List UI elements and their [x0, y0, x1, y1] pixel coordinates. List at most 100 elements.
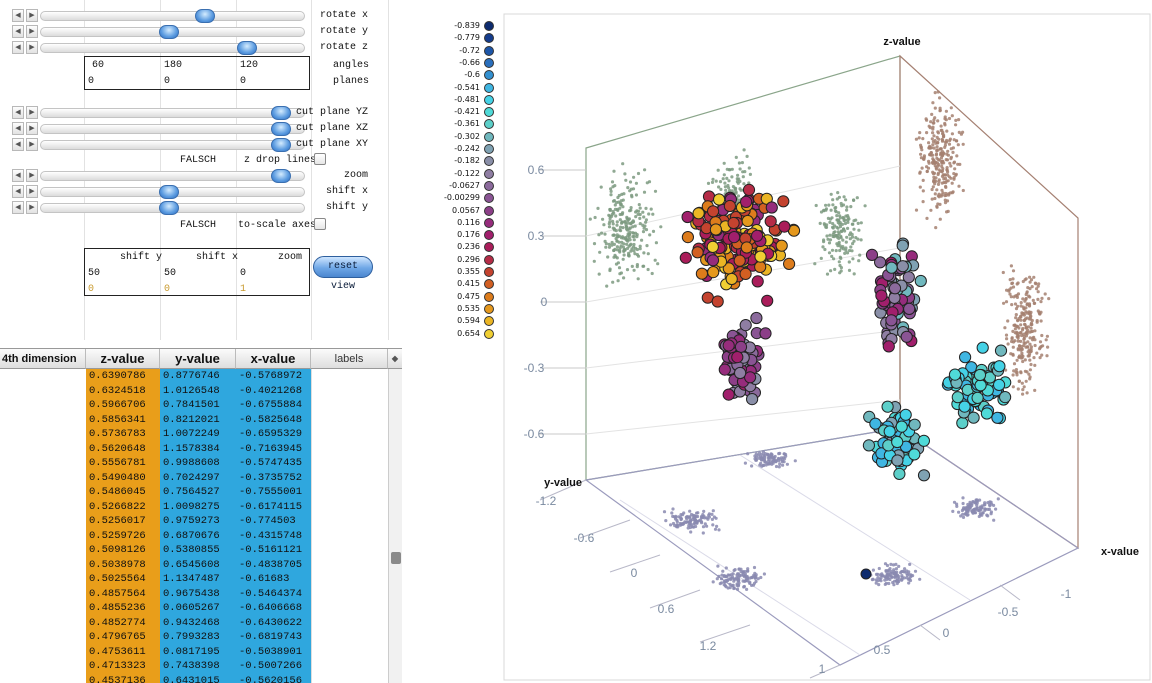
table-cell[interactable]: 0.4857564 — [89, 587, 146, 600]
plane-value[interactable]: 0 — [240, 76, 247, 87]
table-cell[interactable]: -0.4838705 — [239, 558, 303, 571]
table-cell[interactable]: 1.1347487 — [163, 573, 220, 585]
table-cell[interactable]: -0.6406668 — [239, 602, 303, 614]
slider-thumb[interactable] — [271, 122, 292, 136]
view-value[interactable]: 0 — [240, 268, 247, 279]
table-cell[interactable]: 0.4796765 — [89, 631, 146, 643]
table-cell[interactable]: 0.5256017 — [89, 515, 146, 527]
to-scale-checkbox[interactable] — [314, 218, 326, 230]
table-cell[interactable]: -0.6819743 — [239, 631, 303, 643]
reset-view-button[interactable]: reset view — [313, 256, 373, 292]
slider-thumb[interactable] — [271, 138, 292, 152]
table-cell[interactable]: 0.8776746 — [163, 370, 220, 382]
table-cell[interactable]: 0.4753611 — [89, 645, 146, 658]
table-cell[interactable]: 0.9675438 — [163, 587, 220, 600]
slider-track[interactable] — [40, 185, 305, 199]
table-cell[interactable]: 0.5966706 — [89, 399, 146, 411]
column-header-y-value[interactable]: y-value — [160, 349, 236, 369]
slider-decrement-button[interactable]: ◀ — [12, 9, 24, 22]
scrollbar-thumb[interactable] — [391, 552, 401, 564]
table-cell[interactable]: 0.5556781 — [89, 457, 146, 469]
slider-track[interactable] — [40, 25, 305, 39]
slider-track[interactable] — [40, 122, 305, 136]
table-cell[interactable]: 0.5266822 — [89, 500, 146, 513]
slider-decrement-button[interactable]: ◀ — [12, 106, 24, 119]
table-cell[interactable]: -0.4021268 — [239, 384, 303, 397]
table-cell[interactable]: 0.7993283 — [163, 631, 220, 643]
table-cell[interactable]: -0.5038901 — [239, 645, 303, 658]
table-cell[interactable]: 0.5490480 — [89, 471, 146, 484]
table-cell[interactable]: -0.5620156 — [239, 674, 303, 683]
table-cell[interactable]: 0.6324518 — [89, 384, 146, 397]
plane-value[interactable]: 0 — [164, 76, 171, 87]
slider-thumb[interactable] — [195, 9, 216, 23]
slider-increment-button[interactable]: ▶ — [26, 106, 38, 119]
table-cell[interactable]: 0.5856341 — [89, 413, 146, 426]
table-scrollbar[interactable] — [388, 369, 402, 683]
slider-decrement-button[interactable]: ◀ — [12, 169, 24, 182]
table-cell[interactable]: 0.5620648 — [89, 442, 146, 455]
slider-track[interactable] — [40, 106, 305, 120]
slider-decrement-button[interactable]: ◀ — [12, 185, 24, 198]
table-cell[interactable]: 1.0072249 — [163, 428, 220, 440]
view-value[interactable]: 50 — [164, 268, 177, 279]
slider-thumb[interactable] — [271, 106, 292, 120]
slider-increment-button[interactable]: ▶ — [26, 41, 38, 54]
table-cell[interactable]: -0.5464374 — [239, 587, 303, 600]
table-cell[interactable]: -0.61683 — [239, 573, 290, 585]
table-cell[interactable]: -0.5747435 — [239, 457, 303, 469]
slider-decrement-button[interactable]: ◀ — [12, 41, 24, 54]
table-cell[interactable]: -0.4315748 — [239, 529, 303, 542]
angle-value[interactable]: 180 — [164, 60, 183, 71]
slider-increment-button[interactable]: ▶ — [26, 201, 38, 214]
table-cell[interactable]: 1.0126548 — [163, 384, 220, 397]
slider-track[interactable] — [40, 41, 305, 55]
angle-value[interactable]: 120 — [240, 60, 259, 71]
table-cell[interactable]: 0.7024297 — [163, 471, 220, 484]
slider-track[interactable] — [40, 201, 305, 215]
slider-thumb[interactable] — [271, 169, 292, 183]
table-cell[interactable]: -0.7163945 — [239, 442, 303, 455]
slider-thumb[interactable] — [158, 185, 179, 199]
slider-increment-button[interactable]: ▶ — [26, 9, 38, 22]
slider-track[interactable] — [40, 9, 305, 23]
table-cell[interactable]: 0.5736783 — [89, 428, 146, 440]
table-cell[interactable]: -0.6174115 — [239, 500, 303, 513]
column-menu-icon[interactable]: ◆ — [388, 349, 402, 369]
slider-decrement-button[interactable]: ◀ — [12, 138, 24, 151]
table-cell[interactable]: 0.5025564 — [89, 573, 146, 585]
table-cell[interactable]: 0.4855236 — [89, 602, 146, 614]
table-cell[interactable]: 0.4713323 — [89, 660, 146, 672]
table-cell[interactable]: 0.6870676 — [163, 529, 220, 542]
slider-thumb[interactable] — [158, 25, 179, 39]
slider-decrement-button[interactable]: ◀ — [12, 25, 24, 38]
column-header-z-value[interactable]: z-value — [86, 349, 160, 369]
table-cell[interactable]: 0.9432468 — [163, 616, 220, 629]
table-cell[interactable]: 0.4537136 — [89, 674, 146, 683]
angle-value[interactable]: 60 — [92, 60, 105, 71]
table-cell[interactable]: 0.9988608 — [163, 457, 220, 469]
table-cell[interactable]: -0.6755884 — [239, 399, 303, 411]
slider-increment-button[interactable]: ▶ — [26, 122, 38, 135]
table-cell[interactable]: 0.0605267 — [163, 602, 220, 614]
table-cell[interactable]: -0.5007266 — [239, 660, 303, 672]
table-cell[interactable]: -0.5825648 — [239, 413, 303, 426]
table-cell[interactable]: -0.6430622 — [239, 616, 303, 629]
slider-decrement-button[interactable]: ◀ — [12, 122, 24, 135]
view-value[interactable]: 50 — [88, 268, 101, 279]
slider-decrement-button[interactable]: ◀ — [12, 201, 24, 214]
table-cell[interactable]: 0.7438398 — [163, 660, 220, 672]
table-cell[interactable]: -0.5161121 — [239, 544, 303, 556]
table-cell[interactable]: 0.5259726 — [89, 529, 146, 542]
slider-increment-button[interactable]: ▶ — [26, 185, 38, 198]
slider-increment-button[interactable]: ▶ — [26, 169, 38, 182]
slider-increment-button[interactable]: ▶ — [26, 138, 38, 151]
table-cell[interactable]: -0.3735752 — [239, 471, 303, 484]
z-drop-lines-checkbox[interactable] — [314, 153, 326, 165]
table-cell[interactable]: 0.7564527 — [163, 486, 220, 498]
table-cell[interactable]: 1.1578384 — [163, 442, 220, 455]
slider-thumb[interactable] — [237, 41, 257, 55]
table-cell[interactable]: 0.6390786 — [89, 370, 146, 382]
table-cell[interactable]: 1.0098275 — [163, 500, 220, 513]
slider-track[interactable] — [40, 138, 305, 152]
